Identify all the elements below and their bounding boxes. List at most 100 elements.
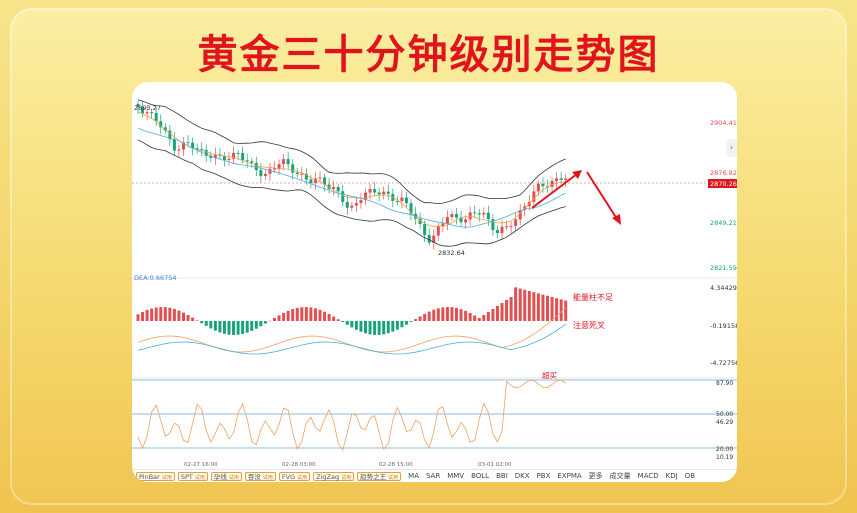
indicator-macd[interactable]: MACD [637, 472, 659, 480]
candle-body [241, 152, 245, 161]
rsi-tick-label: 46.29 [716, 419, 733, 426]
macd-bar [277, 315, 281, 321]
macd-bar [482, 315, 486, 321]
indicator-ma[interactable]: MA [408, 472, 419, 480]
tool-tunmo[interactable]: 吞没 试用 [244, 471, 276, 481]
candle-body [464, 219, 468, 223]
candle-body [404, 197, 408, 204]
page-title: 黄金三十分钟级别走势图 [197, 32, 660, 78]
macd-bar [477, 318, 481, 321]
macd-bar [418, 316, 422, 321]
tool-zigzag[interactable]: ZigZag 试用 [313, 471, 355, 481]
up-red-arrow [531, 170, 582, 209]
indicator-expma[interactable]: EXPMA [557, 472, 582, 480]
indicator-bbi[interactable]: BBI [496, 472, 508, 480]
macd-bar [218, 321, 222, 333]
candle-body [200, 149, 204, 151]
macd-bar [291, 309, 295, 321]
candle-body [473, 212, 477, 214]
dea-label: DEA:0.66754 [134, 274, 177, 282]
candle-body [327, 184, 331, 189]
indicator-sar[interactable]: SAR [425, 472, 441, 480]
candle-body [359, 200, 363, 204]
candle-body [364, 192, 367, 201]
macd-bar [318, 309, 322, 321]
indicator-more[interactable]: 更多 [588, 472, 603, 480]
candle-body [313, 178, 317, 183]
candle-body [423, 224, 427, 235]
candle-body [209, 155, 213, 158]
macd-bar [450, 307, 454, 321]
macd-bar [200, 321, 204, 324]
x-tick-label: 02-28 03:00 [282, 462, 316, 468]
macd-bar [400, 321, 404, 328]
collapse-panel-chevron-icon[interactable]: › [726, 139, 737, 157]
macd-bar [350, 321, 354, 328]
macd-bar [232, 321, 236, 335]
macd-bar [222, 321, 226, 334]
candle-body [354, 203, 358, 206]
candle-body [232, 152, 236, 159]
macd-bar [177, 310, 181, 321]
tool-pinbar[interactable]: PinBar 试用 [136, 471, 175, 481]
candle-body [491, 219, 495, 230]
indicator-kdj[interactable]: KDJ [665, 472, 678, 480]
macd-bar [532, 292, 536, 321]
tool-fvg[interactable]: FVG 试用 [278, 471, 311, 481]
candle-body [518, 210, 522, 220]
macd-bar [150, 308, 154, 321]
macd-bar [245, 321, 249, 333]
candle-body [236, 152, 240, 154]
indicator-ob[interactable]: OB [684, 472, 695, 480]
macd-bar [505, 300, 509, 321]
macd-bar [186, 315, 190, 321]
candle-body [341, 191, 345, 202]
tool-spt[interactable]: SPT 试用 [177, 471, 208, 481]
macd-bar [414, 319, 418, 321]
macd-bar [555, 298, 559, 321]
indicator-mmv[interactable]: MMV [447, 472, 465, 480]
candle-body [432, 235, 436, 243]
candle-body [345, 201, 349, 208]
candle-body [145, 112, 149, 114]
indicator-volume[interactable]: 成交量 [609, 472, 631, 480]
current-price-label: 2870.26 [710, 180, 737, 188]
macd-bar [432, 309, 436, 321]
macd-bar [386, 321, 390, 334]
candle-body [263, 173, 267, 177]
macd-bar [518, 288, 522, 321]
candle-body [409, 203, 413, 214]
indicator-toolbar: PinBar 试用 SPT 试用 孕线 试用 吞没 试用 FVG 试用 ZigZag 试用 … [132, 469, 737, 482]
energy-bar-annotation: 能量柱不足 [573, 292, 613, 302]
candle-body [277, 164, 281, 169]
candle-body [455, 214, 458, 218]
macd-bar [409, 321, 413, 322]
candle-body [159, 121, 163, 128]
candle-body [186, 142, 190, 144]
macd-bar [341, 321, 345, 323]
macd-bar [332, 316, 336, 321]
indicator-dkx[interactable]: DKX [514, 472, 530, 480]
macd-bar [300, 307, 304, 321]
candle-body [204, 149, 208, 156]
macd-bar [204, 321, 208, 326]
tool-yunxian[interactable]: 孕线 试用 [210, 471, 242, 481]
indicator-pbx[interactable]: PBX [536, 472, 551, 480]
macd-bar [309, 307, 313, 321]
macd-bar [404, 321, 408, 325]
x-tick-label: 03-01 02:00 [478, 462, 512, 468]
macd-bar [536, 293, 540, 321]
candle-body [495, 229, 499, 234]
indicator-boll[interactable]: BOLL [471, 472, 490, 480]
overbought-annotation: 超买 [542, 371, 557, 380]
candle-body [295, 172, 299, 175]
macd-bar [468, 313, 472, 321]
candle-body [150, 112, 154, 114]
macd-bar [527, 291, 531, 321]
tool-trend-king[interactable]: 趋势之王 试用 [357, 471, 402, 481]
macd-bar [263, 321, 267, 324]
candle-body [163, 127, 167, 131]
macd-bar [523, 289, 527, 321]
macd-bar [354, 321, 358, 330]
macd-bar [295, 307, 299, 321]
